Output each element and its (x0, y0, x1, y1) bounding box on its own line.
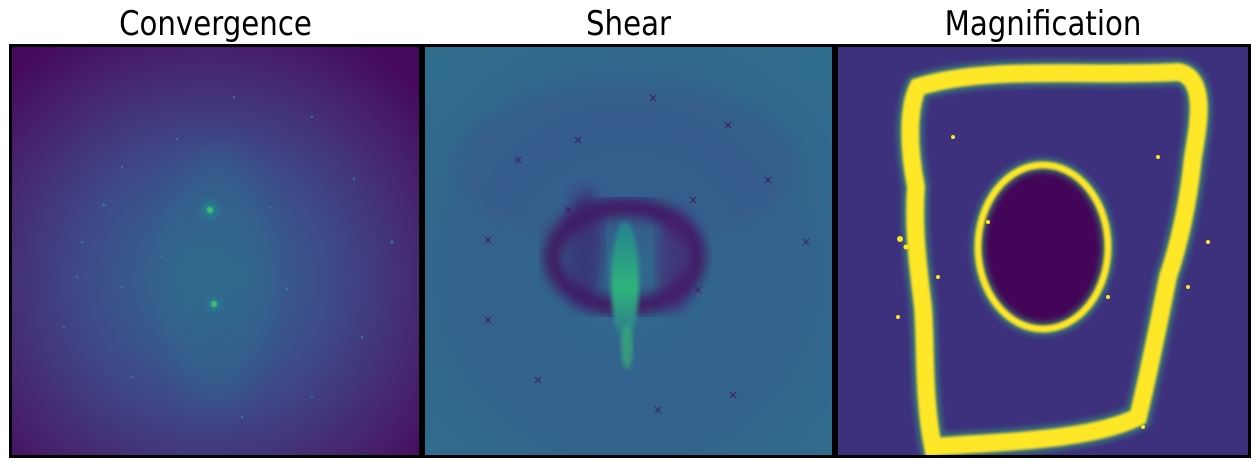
magnification-title: Magnification (944, 4, 1142, 44)
convergence-image (12, 47, 419, 455)
shear-map (422, 44, 835, 458)
shear-title: Shear (585, 4, 672, 44)
magnification-map (835, 44, 1251, 458)
shear-image (425, 47, 832, 455)
convergence-title: Convergence (119, 4, 312, 44)
magnification-image (838, 47, 1248, 455)
convergence-map (9, 44, 422, 458)
